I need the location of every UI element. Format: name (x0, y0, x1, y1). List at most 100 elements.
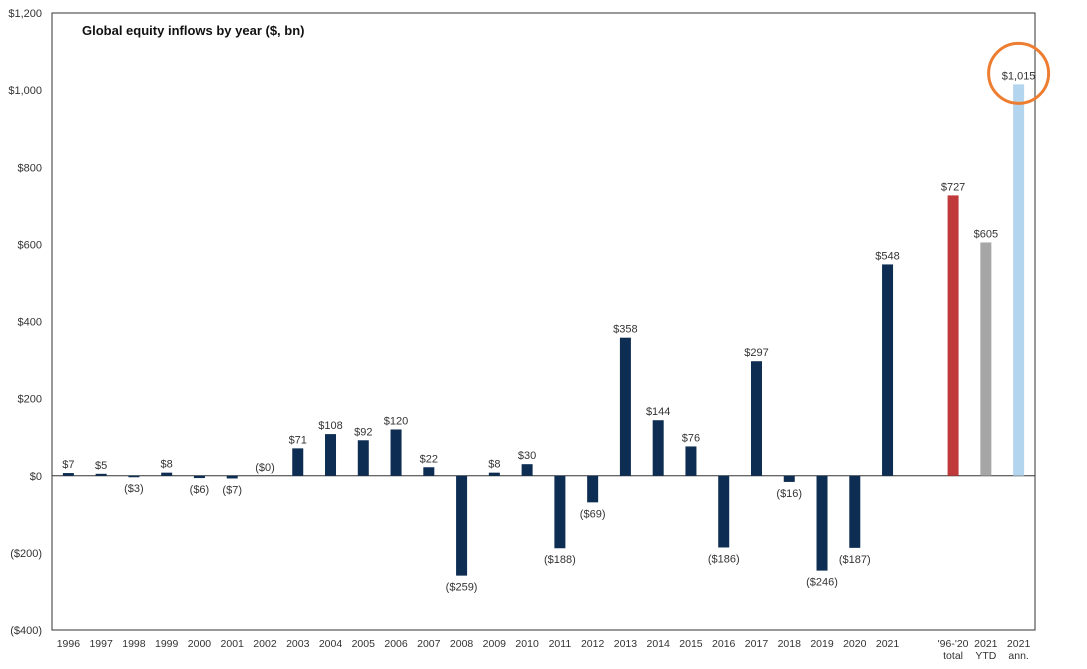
x-tick-label: 2007 (417, 638, 441, 650)
data-label: ($186) (708, 553, 740, 565)
x-tick-label: 2020 (843, 638, 867, 650)
bar (750, 361, 762, 476)
data-label: ($188) (544, 554, 576, 566)
x-tick-label: 2003 (286, 638, 310, 650)
bar (488, 472, 500, 476)
bar (292, 448, 304, 476)
x-tick-label: 2009 (483, 638, 507, 650)
x-tick-label: 2004 (319, 638, 343, 650)
data-label: ($16) (776, 488, 802, 500)
x-tick-label: 1997 (89, 638, 113, 650)
x-tick-label: total (943, 650, 963, 662)
data-label: $358 (613, 324, 637, 336)
chart-title: Global equity inflows by year ($, bn) (82, 23, 304, 38)
bar (161, 472, 173, 476)
data-label: $605 (974, 228, 998, 240)
bar (325, 434, 337, 476)
bar (554, 475, 566, 549)
data-label: $727 (941, 181, 965, 193)
y-axis: ($400) ($200) $0 $200 $400 $600 $800 $1,000 $1,2… (8, 8, 42, 637)
x-tick-label: 2021 (876, 638, 900, 650)
bar (95, 473, 107, 476)
data-labels-group: $7 $5 ($3) $8 ($6) ($7) ($0) $71 $108 $92 $120 $22 (… (62, 70, 1035, 593)
data-label: ($7) (222, 484, 242, 496)
y-tick-label: $800 (18, 162, 42, 174)
plot-area (51, 12, 1036, 631)
x-tick-label: 1999 (155, 638, 179, 650)
y-tick-label: $1,000 (8, 85, 42, 97)
data-label: $30 (518, 450, 536, 462)
x-tick-label: 2002 (253, 638, 277, 650)
x-tick-label: 2014 (647, 638, 671, 650)
bar (128, 475, 140, 478)
bar (783, 475, 795, 482)
x-tick-label: 2008 (450, 638, 474, 650)
bar (62, 473, 74, 476)
data-label: ($187) (839, 554, 871, 566)
bar (587, 475, 599, 503)
x-axis: 1996 1997 1998 1999 2000 2001 2002 2003 2004 2005… (57, 638, 1031, 662)
y-tick-label: $400 (18, 317, 42, 329)
bar (816, 475, 828, 571)
bar (685, 446, 697, 476)
bar (226, 475, 238, 479)
data-label: $144 (646, 406, 670, 418)
x-tick-label: 2011 (549, 638, 572, 650)
x-tick-label: 1998 (122, 638, 146, 650)
data-label: $297 (744, 347, 768, 359)
data-label: ($246) (806, 577, 838, 589)
x-tick-label: 2010 (515, 638, 539, 650)
y-tick-label: $600 (18, 239, 42, 251)
x-tick-label: 2017 (745, 638, 769, 650)
bar (718, 475, 730, 548)
bar (652, 420, 664, 476)
x-tick-label: 2005 (352, 638, 376, 650)
data-label: ($6) (190, 484, 210, 496)
data-label: $7 (62, 459, 74, 471)
x-tick-label: 2018 (778, 638, 802, 650)
x-tick-label: 2021 (1007, 638, 1031, 650)
bar (1013, 84, 1025, 476)
x-tick-label: 2021 (974, 638, 998, 650)
bar (521, 464, 533, 476)
data-label: $5 (95, 460, 107, 472)
bar (357, 440, 369, 476)
data-label: $22 (420, 453, 438, 465)
data-label: ($69) (580, 508, 606, 520)
x-tick-label: 2006 (384, 638, 408, 650)
highlight-circle (987, 41, 1051, 105)
bar (193, 475, 205, 479)
bar (947, 195, 959, 476)
data-label: $120 (384, 415, 408, 427)
y-tick-label: ($200) (10, 548, 42, 560)
data-label: $108 (318, 420, 342, 432)
data-label: $92 (354, 426, 372, 438)
data-label: ($259) (446, 582, 478, 594)
x-tick-label: 2016 (712, 638, 736, 650)
x-tick-label: '96-'20 (938, 638, 969, 650)
data-label: ($0) (255, 462, 275, 474)
x-tick-label: 2001 (221, 638, 245, 650)
y-tick-label: $200 (18, 394, 42, 406)
y-tick-label: $0 (30, 471, 42, 483)
data-label: $548 (875, 250, 899, 262)
x-tick-label: 2012 (581, 638, 605, 650)
data-label: $71 (289, 434, 307, 446)
data-label: ($3) (124, 483, 144, 495)
data-label: $1,015 (1002, 70, 1036, 82)
x-tick-label: 2000 (188, 638, 212, 650)
bars-group (62, 84, 1025, 576)
y-tick-label: ($400) (10, 625, 42, 637)
x-tick-label: 2019 (810, 638, 834, 650)
bar (423, 467, 435, 476)
bar (980, 242, 992, 476)
x-tick-label: 1996 (57, 638, 81, 650)
data-label: $8 (161, 459, 173, 471)
bar (619, 337, 631, 476)
x-tick-label: ann. (1008, 650, 1028, 662)
bar (390, 429, 402, 476)
data-label: $8 (488, 459, 500, 471)
bar (456, 475, 468, 576)
x-tick-label: 2013 (614, 638, 638, 650)
